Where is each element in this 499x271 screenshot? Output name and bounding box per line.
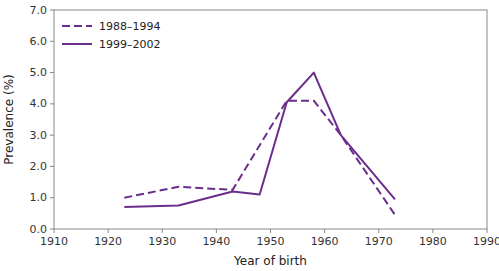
chart: 0.0 1.0 2.0 3.0 4.0 5.0 6.0 7.0 1910 1920 1930 1940…: [0, 0, 499, 271]
tick-label: 1910: [40, 235, 68, 248]
tick-label: 4.0: [30, 97, 48, 110]
tick-label: 1940: [202, 235, 230, 248]
plot-frame: [54, 10, 487, 229]
tick-mark: [50, 41, 54, 42]
tick-label: 3.0: [30, 129, 48, 142]
tick-mark: [50, 103, 54, 104]
tick-mark: [216, 229, 217, 233]
legend-swatch: [62, 43, 92, 45]
legend-swatch: [62, 25, 92, 27]
tick-label: 1970: [365, 235, 393, 248]
legend: 1988–1994 1999–2002: [62, 20, 161, 51]
tick-label: 5.0: [30, 66, 48, 79]
tick-mark: [50, 72, 54, 73]
x-axis-label: Year of birth: [233, 254, 307, 268]
tick-mark: [50, 166, 54, 167]
legend-label: 1988–1994: [99, 20, 161, 33]
tick-label: 6.0: [30, 35, 48, 48]
tick-label: 1930: [148, 235, 176, 248]
tick-mark: [378, 229, 379, 233]
tick-mark: [54, 229, 55, 233]
tick-mark: [50, 229, 54, 230]
series-group: [124, 73, 395, 215]
tick-label: 1.0: [30, 191, 48, 204]
tick-mark: [50, 10, 54, 11]
tick-mark: [50, 197, 54, 198]
tick-label: 1990: [473, 235, 499, 248]
tick-label: 1980: [419, 235, 447, 248]
x-axis: 1910 1920 1930 1940 1950 1960 1970 1980 1990: [40, 229, 499, 248]
tick-mark: [487, 229, 488, 233]
tick-label: 1960: [311, 235, 339, 248]
tick-mark: [432, 229, 433, 233]
tick-label: 1950: [257, 235, 285, 248]
y-axis-label: Prevalence (%): [2, 74, 16, 164]
y-axis: 0.0 1.0 2.0 3.0 4.0 5.0 6.0 7.0: [30, 4, 55, 236]
tick-mark: [270, 229, 271, 233]
tick-mark: [162, 229, 163, 233]
tick-label: 0.0: [30, 223, 48, 236]
tick-label: 2.0: [30, 160, 48, 173]
series-line: [124, 73, 395, 208]
legend-label: 1999–2002: [99, 38, 161, 51]
tick-mark: [324, 229, 325, 233]
tick-label: 1920: [94, 235, 122, 248]
tick-mark: [108, 229, 109, 233]
series-line: [124, 101, 395, 215]
tick-label: 7.0: [30, 4, 48, 17]
tick-mark: [50, 135, 54, 136]
